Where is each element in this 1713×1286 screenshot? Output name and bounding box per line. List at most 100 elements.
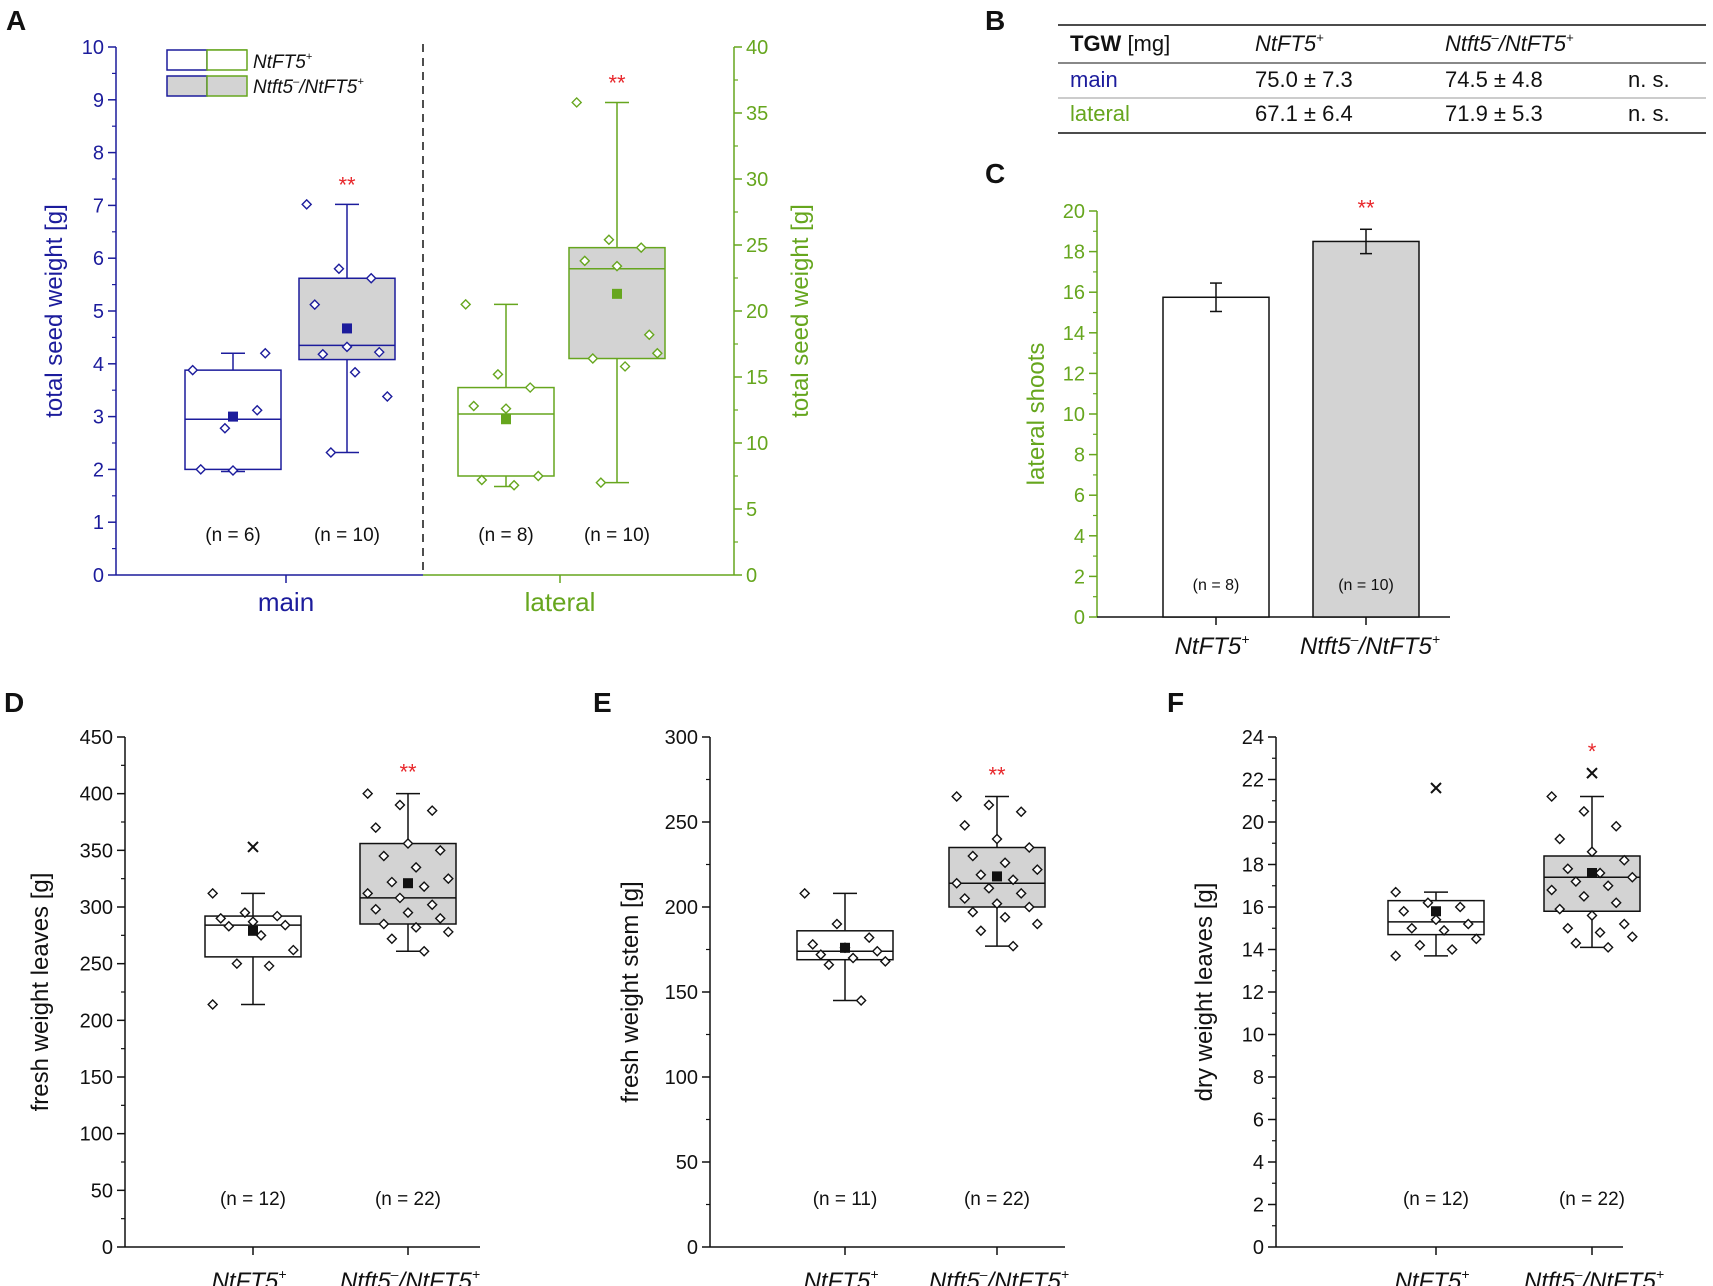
panel-d-n-label: (n = 12) bbox=[220, 1189, 286, 1210]
panel-e-box-1-point bbox=[1023, 842, 1035, 853]
panel-a-left-tick-label: 4 bbox=[93, 354, 104, 376]
panel-c-bar bbox=[1312, 240, 1420, 618]
panel-a-left-tick-label: 6 bbox=[93, 248, 104, 270]
panel-e-box-1-point bbox=[1015, 806, 1027, 818]
panel-f-y-tick-label: 6 bbox=[1253, 1110, 1264, 1132]
panel-f-y-tick-label: 16 bbox=[1242, 897, 1264, 919]
panel-a-significance: ** bbox=[608, 70, 626, 95]
panel-f-category-mut: Ntft5–/NtFT5+ bbox=[1524, 1266, 1664, 1286]
panel-d-y-tick-label: 400 bbox=[80, 784, 113, 806]
panel-a-box-3-point bbox=[595, 477, 607, 489]
panel-c-y-tick-label: 0 bbox=[1074, 607, 1085, 629]
panel-f-box-1-point bbox=[1602, 880, 1614, 892]
panel-f-y-tick-label: 20 bbox=[1242, 812, 1264, 834]
panel-d-box-1-point bbox=[378, 918, 390, 930]
table-header-tgw: TGW [mg] bbox=[1070, 31, 1170, 56]
panel-f-box-1-point bbox=[1562, 922, 1574, 934]
panel-e-box-1-point bbox=[951, 791, 963, 802]
panel-e-y-tick-label: 250 bbox=[665, 812, 698, 834]
panel-a-left-tick-label: 10 bbox=[82, 37, 104, 59]
panel-a-box-2-mean-marker bbox=[501, 414, 511, 425]
panel-a-box-0-point bbox=[259, 347, 271, 359]
panel-a-box-0-point bbox=[219, 422, 231, 434]
panel-a-significance: ** bbox=[338, 172, 356, 197]
panel-e-y-tick-label: 0 bbox=[687, 1237, 698, 1259]
panel-a-box-1-point bbox=[349, 366, 361, 378]
panel-e-box-0-point bbox=[847, 952, 859, 964]
panel-d-box-0-point bbox=[263, 960, 275, 972]
panel-d-box-1-point bbox=[426, 899, 438, 911]
panel-a-box-1-mean-marker bbox=[342, 323, 352, 334]
panel-c-y-tick-label: 2 bbox=[1074, 566, 1085, 588]
panel-d-chart: 0 50 100 150 200 250 300 350 400 450 fresh weight … bbox=[27, 727, 480, 1286]
panel-d-significance: ** bbox=[399, 760, 417, 785]
panel-d-y-tick-label: 450 bbox=[80, 727, 113, 749]
panel-f-box-1-mean-marker bbox=[1587, 868, 1597, 878]
panel-e-box-1-point bbox=[991, 898, 1003, 910]
panel-c-y-tick-label: 12 bbox=[1063, 363, 1085, 385]
panel-d-category-wt: NtFT5+ bbox=[212, 1266, 287, 1286]
panel-a-left-tick-label: 7 bbox=[93, 195, 104, 217]
panel-d-box-0-point bbox=[231, 958, 243, 970]
panel-f-box-1-point bbox=[1618, 854, 1630, 866]
panel-c-category-wt: NtFT5+ bbox=[1175, 631, 1250, 660]
panel-d-box-0-point bbox=[215, 912, 227, 924]
panel-f-box-1-point bbox=[1602, 941, 1614, 953]
panel-a-right-tick-label: 35 bbox=[746, 103, 768, 125]
panel-a-n-label: (n = 8) bbox=[478, 525, 533, 546]
panel-label-e: E bbox=[593, 687, 612, 718]
table-row-main-mut: 74.5 ± 4.8 bbox=[1445, 67, 1543, 92]
panel-d-box-0-point bbox=[287, 944, 299, 956]
panel-f-box-0-outlier bbox=[1430, 782, 1442, 794]
panel-f-box-0-point bbox=[1462, 918, 1474, 930]
panel-f-significance: * bbox=[1588, 739, 1597, 764]
panel-d-box-1-point bbox=[434, 912, 446, 924]
panel-label-c: C bbox=[985, 158, 1005, 189]
panel-d-box-0-point bbox=[271, 910, 283, 922]
table-header-mut: Ntft5–/NtFT5+ bbox=[1445, 30, 1574, 56]
panel-f-box-0-point bbox=[1390, 950, 1402, 962]
panel-e-box-1-point bbox=[983, 882, 995, 894]
panel-a-right-tick-label: 30 bbox=[746, 169, 768, 191]
panel-a-box-1-point bbox=[365, 272, 377, 284]
panel-f-box-1-point bbox=[1618, 918, 1630, 930]
panel-f-n-label: (n = 12) bbox=[1403, 1189, 1469, 1210]
panel-f-n-label: (n = 22) bbox=[1559, 1189, 1625, 1210]
panel-a-left-tick-label: 1 bbox=[93, 512, 104, 534]
panel-e-box-1-point bbox=[959, 893, 971, 904]
panel-e-box-1-point bbox=[991, 833, 1003, 845]
panel-a-ylabel-right: total seed weight [g] bbox=[787, 204, 814, 417]
panel-c-y-tick-label: 14 bbox=[1063, 323, 1085, 345]
panel-a-right-tick-label: 40 bbox=[746, 37, 768, 59]
panel-f-box-0-point bbox=[1414, 939, 1426, 951]
panel-f-y-tick-label: 12 bbox=[1242, 982, 1264, 1004]
table-row-main-sig: n. s. bbox=[1628, 67, 1670, 92]
panel-e-box-1-point bbox=[959, 819, 971, 831]
panel-a-box-0-point bbox=[251, 404, 263, 416]
panel-a-legend-swatch-wt bbox=[166, 49, 208, 71]
panel-d-box-0-point bbox=[255, 929, 267, 941]
panel-e-box-1-point bbox=[967, 850, 979, 862]
panel-f-box-1-point bbox=[1570, 937, 1582, 949]
panel-e-box-1-point bbox=[1007, 940, 1019, 952]
panel-a-category-lateral: lateral bbox=[525, 587, 596, 617]
panel-a-legend-swatch-wt-green bbox=[206, 49, 248, 71]
panel-f-box-1-point bbox=[1554, 903, 1566, 915]
panel-d-box-1-point bbox=[418, 945, 430, 957]
panel-a-box-3-mean-marker bbox=[612, 288, 622, 299]
panel-a-box-1-point bbox=[341, 341, 353, 353]
panel-d-box-0-mean-marker bbox=[248, 925, 258, 936]
table-row-lateral-sig: n. s. bbox=[1628, 101, 1670, 126]
panel-a-box-2-point bbox=[460, 298, 472, 310]
panel-f-ylabel: dry weight leaves [g] bbox=[1191, 883, 1218, 1102]
panel-e-box-0-mean-marker bbox=[840, 942, 850, 953]
panel-a-box-1-point bbox=[381, 391, 393, 403]
panel-a-right-tick-label: 0 bbox=[746, 565, 757, 587]
panel-e-y-tick-label: 300 bbox=[665, 727, 698, 749]
panel-a-ylabel-left: total seed weight [g] bbox=[41, 204, 68, 417]
panel-f-box-0-point bbox=[1430, 914, 1442, 926]
panel-e-box-1-point bbox=[999, 857, 1011, 869]
panel-a-box-2-point bbox=[468, 400, 480, 412]
table-header-wt: NtFT5+ bbox=[1255, 30, 1324, 56]
panel-f-y-tick-label: 4 bbox=[1253, 1152, 1264, 1174]
